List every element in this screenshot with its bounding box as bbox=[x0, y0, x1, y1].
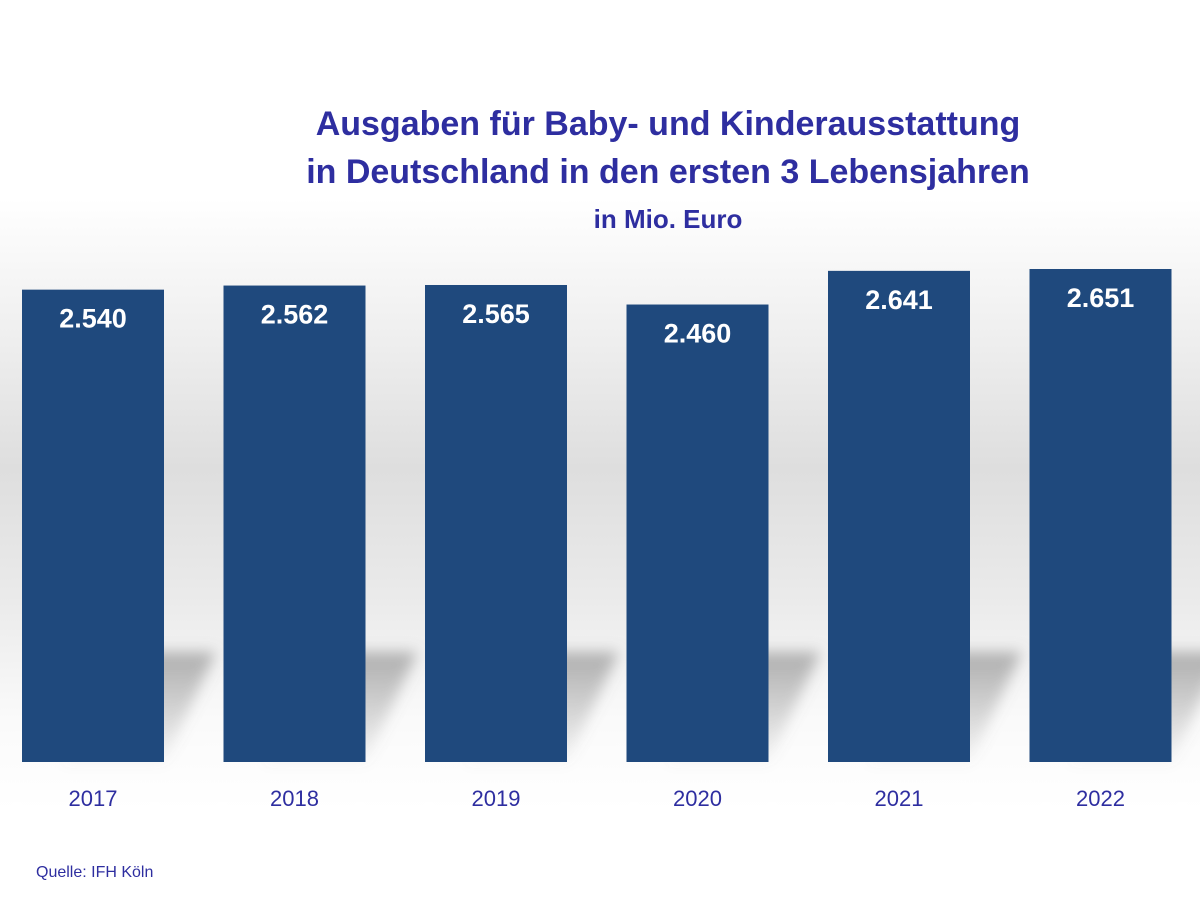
bar-2022 bbox=[1029, 269, 1172, 762]
category-label-2022: 2022 bbox=[1076, 786, 1125, 811]
category-label-2020: 2020 bbox=[673, 786, 722, 811]
bar-2021 bbox=[828, 270, 970, 762]
category-label-2021: 2021 bbox=[875, 786, 924, 811]
category-label-2018: 2018 bbox=[270, 786, 319, 811]
category-label-2019: 2019 bbox=[472, 786, 521, 811]
chart-subtitle: in Mio. Euro bbox=[593, 204, 743, 234]
value-label-2021: 2.641 bbox=[865, 285, 933, 315]
value-label-2019: 2.565 bbox=[462, 299, 530, 329]
value-label-2017: 2.540 bbox=[59, 304, 127, 334]
chart-title-line-2: in Deutschland in den ersten 3 Lebensjah… bbox=[306, 153, 1030, 191]
value-label-2020: 2.460 bbox=[664, 319, 732, 349]
value-label-2022: 2.651 bbox=[1067, 283, 1135, 313]
bar-2017 bbox=[22, 289, 164, 762]
value-label-2018: 2.562 bbox=[261, 300, 329, 330]
chart-title-line-1: Ausgaben für Baby- und Kinderausstattung bbox=[315, 105, 1021, 143]
category-label-2017: 2017 bbox=[69, 786, 118, 811]
bar-2019 bbox=[425, 284, 567, 762]
bar-2020 bbox=[626, 304, 769, 762]
source-note: Quelle: IFH Köln bbox=[36, 864, 154, 881]
bar-2018 bbox=[223, 285, 366, 762]
